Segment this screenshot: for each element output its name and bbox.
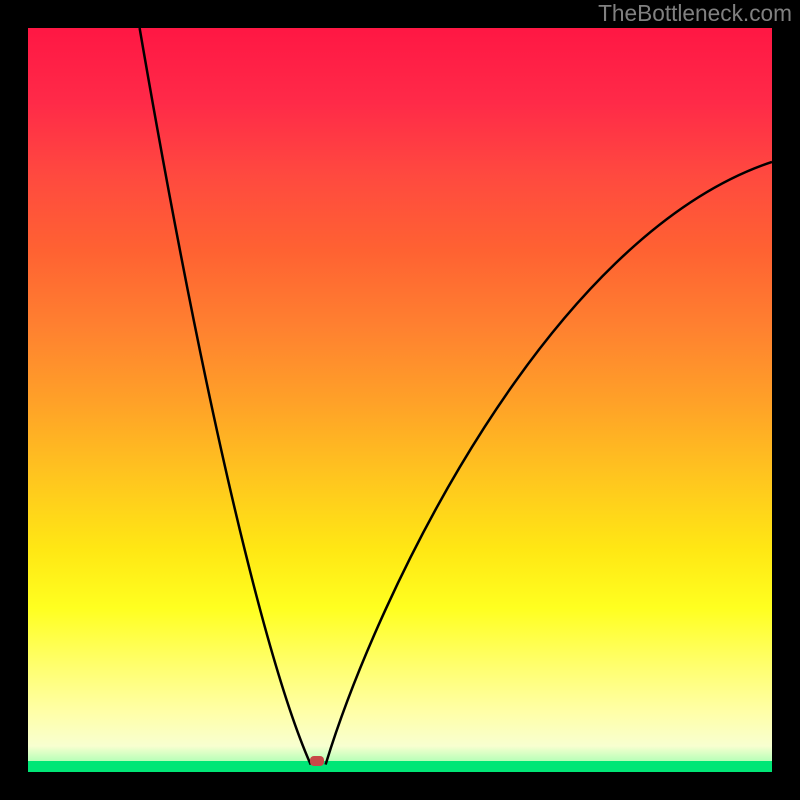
curve-left-branch: [140, 28, 311, 765]
plot-area: [28, 28, 772, 772]
bottleneck-curve: [28, 28, 772, 772]
optimal-point-marker: [310, 756, 324, 766]
chart-container: TheBottleneck.com: [0, 0, 800, 800]
curve-right-branch: [326, 162, 772, 765]
watermark-text: TheBottleneck.com: [598, 0, 792, 27]
